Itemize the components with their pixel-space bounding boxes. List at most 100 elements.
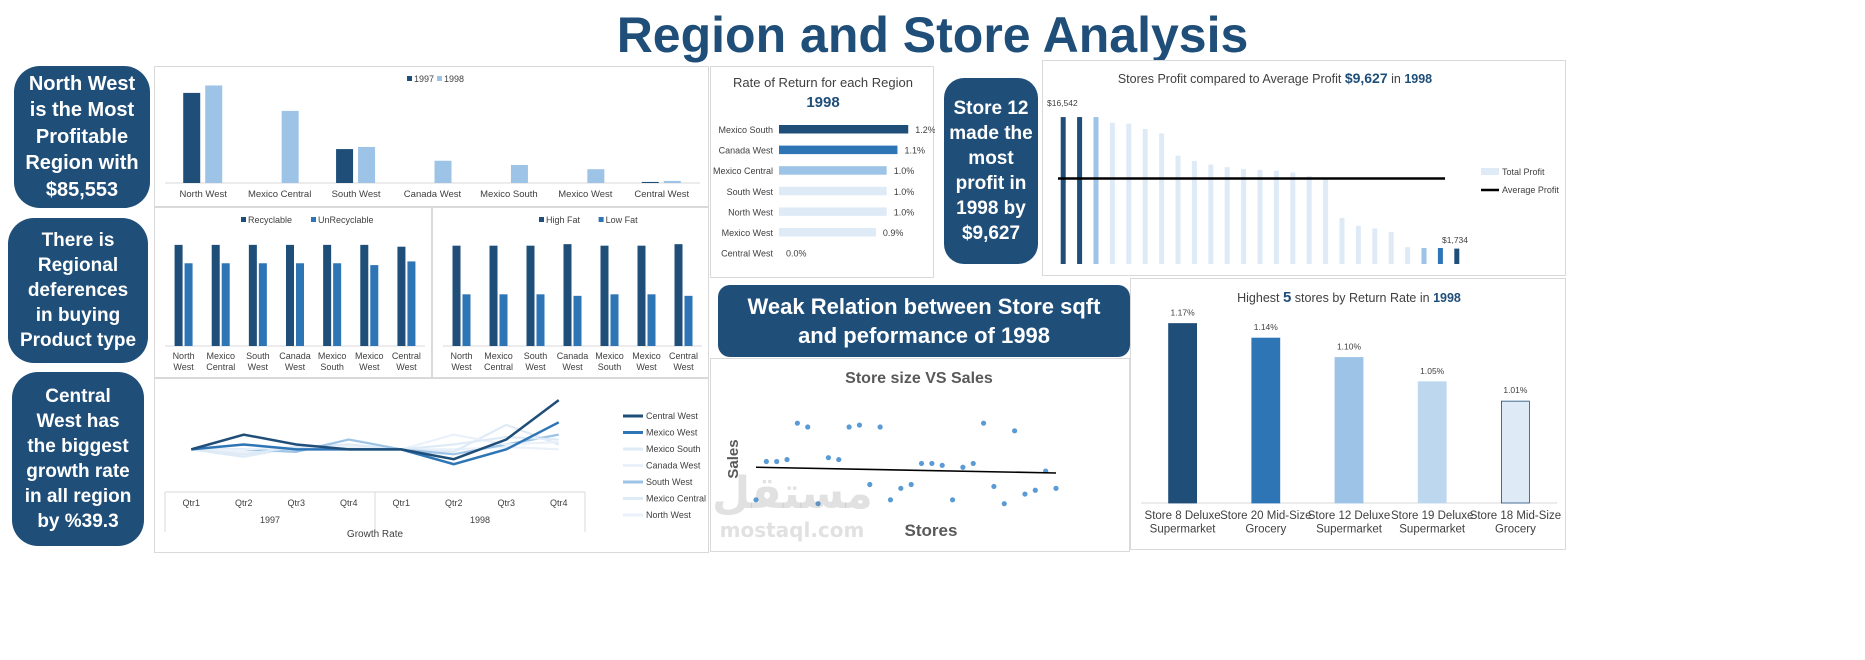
recyclable-panel: North West Mexico Central South West Canada Wes…: [154, 207, 432, 378]
bar-High Fat: [674, 244, 683, 346]
legend-label: Average Profit: [1502, 185, 1559, 195]
bar: [1093, 117, 1099, 264]
x-tick-label: Canada West: [279, 351, 311, 372]
scatter-point: [877, 424, 883, 430]
x-tick-label: North West: [173, 351, 195, 372]
callout-growth-rate: Central West has the biggest growth rate…: [12, 372, 144, 546]
legend-label: 1998: [444, 74, 464, 84]
data-label: 0.0%: [786, 249, 807, 259]
data-label: 1.05%: [1420, 366, 1445, 376]
rate-of-return-panel: Rate of Return for each Region 1998 Mexico…: [710, 66, 936, 278]
scatter-point: [774, 458, 780, 465]
bar: [1306, 176, 1312, 264]
bar: [1290, 172, 1296, 264]
bar: [1372, 228, 1378, 264]
bar-1997: [641, 181, 659, 183]
scatter-point: [887, 497, 894, 503]
y-tick-label: Mexico Central: [713, 166, 773, 176]
bar: [1251, 337, 1281, 504]
series-line-central-west: [190, 399, 560, 461]
bar-High Fat: [563, 244, 572, 346]
x-tick-label: Mexico West: [632, 351, 661, 372]
x-tick-label: Mexico Central: [248, 189, 311, 200]
x-tick-label: Mexico Central: [484, 351, 513, 372]
data-label: 1.0%: [894, 207, 915, 217]
bar-Low Fat: [684, 295, 693, 346]
legend-label: High Fat: [546, 215, 581, 225]
y-tick-label: North West: [728, 207, 773, 217]
bar-Recyclable: [360, 244, 369, 346]
scatter-point: [867, 481, 873, 488]
x-tick-label: Store 8 Deluxe Supermarket: [1145, 510, 1221, 536]
x-tick-label: Store 20 Mid-Size Grocery: [1220, 510, 1311, 536]
bar: [779, 166, 887, 175]
bar-1998: [358, 146, 376, 183]
bar: [1241, 168, 1247, 264]
legend-label: Recyclable: [248, 215, 292, 225]
legend-swatch: [311, 217, 316, 222]
x-axis-title: Stores: [905, 521, 958, 540]
x-tick-label: Qtr3: [287, 498, 305, 508]
legend-label: Low Fat: [606, 215, 639, 225]
x-tick-label: Mexico South: [595, 351, 624, 372]
y-tick-label: Mexico South: [718, 125, 773, 135]
legend-label: Mexico South: [646, 444, 701, 454]
bar-Low Fat: [610, 294, 619, 346]
bar-Recyclable: [248, 244, 257, 346]
bar: [1257, 169, 1263, 264]
scatter-point: [825, 455, 832, 461]
scatter-point: [970, 460, 976, 467]
scatter-point: [846, 424, 852, 430]
chart-title: Stores Profit compared to Average Profit…: [1118, 70, 1432, 86]
trend-line: [755, 466, 1057, 474]
scatter-point: [784, 456, 790, 463]
x-tick-label: Canada West: [557, 351, 589, 372]
bar-Recyclable: [323, 244, 332, 346]
year-label: 1998: [470, 515, 490, 525]
bar: [1060, 117, 1066, 264]
data-label: 1.0%: [894, 187, 915, 197]
x-tick-label: Central West: [634, 189, 689, 200]
x-tick-label: Store 18 Mid-Size Grocery: [1470, 510, 1561, 536]
x-tick-label: Canada West: [404, 189, 462, 200]
legend-label: UnRecyclable: [318, 215, 374, 225]
bar-1998: [587, 169, 605, 183]
callout-text: Weak Relation between Store sqft and pef…: [747, 293, 1101, 348]
bar: [779, 228, 876, 237]
bar-Recyclable: [174, 244, 183, 346]
bar: [1224, 167, 1230, 264]
data-label: 1.10%: [1337, 342, 1362, 352]
x-tick-label: Store 19 Deluxe Supermarket: [1391, 510, 1473, 536]
scatter-point: [1012, 428, 1018, 434]
chart-title: Rate of Return for each Region: [733, 75, 913, 90]
legend-label: Mexico West: [646, 428, 698, 438]
callout-text: Central West has the biggest growth rate…: [24, 385, 132, 533]
x-tick-label: Qtr1: [182, 498, 200, 508]
x-tick-label: Central West: [392, 351, 421, 372]
bar-Recyclable: [211, 244, 220, 346]
bar: [1454, 248, 1460, 264]
bar-Recyclable: [397, 246, 406, 346]
scatter-point: [1032, 487, 1038, 493]
bar: [1109, 122, 1115, 264]
bar: [779, 145, 898, 155]
x-tick-label: South West: [524, 351, 548, 372]
y-tick-label: Canada West: [719, 146, 774, 156]
scatter-point: [763, 458, 769, 465]
x-tick-label: Mexico South: [480, 189, 538, 200]
legend-label: Canada West: [646, 461, 701, 471]
y-tick-label: Central West: [721, 249, 773, 259]
bar-1997: [183, 92, 201, 183]
bar: [1355, 225, 1361, 264]
x-tick-label: Qtr2: [235, 498, 253, 508]
scatter-point: [805, 424, 811, 430]
watermark-latin: mostaql.com: [719, 518, 865, 542]
callout-text: Store 12 made the most profit in 1998 by…: [949, 97, 1033, 245]
scatter-point: [753, 497, 759, 503]
bar-Low Fat: [573, 295, 582, 346]
fat-panel: North West Mexico Central South West Canada Wes…: [432, 207, 709, 378]
x-tick-label: Qtr4: [340, 498, 358, 508]
scatter-point: [1053, 485, 1059, 491]
legend-label: North West: [646, 510, 691, 520]
scatter-point: [1022, 491, 1028, 497]
